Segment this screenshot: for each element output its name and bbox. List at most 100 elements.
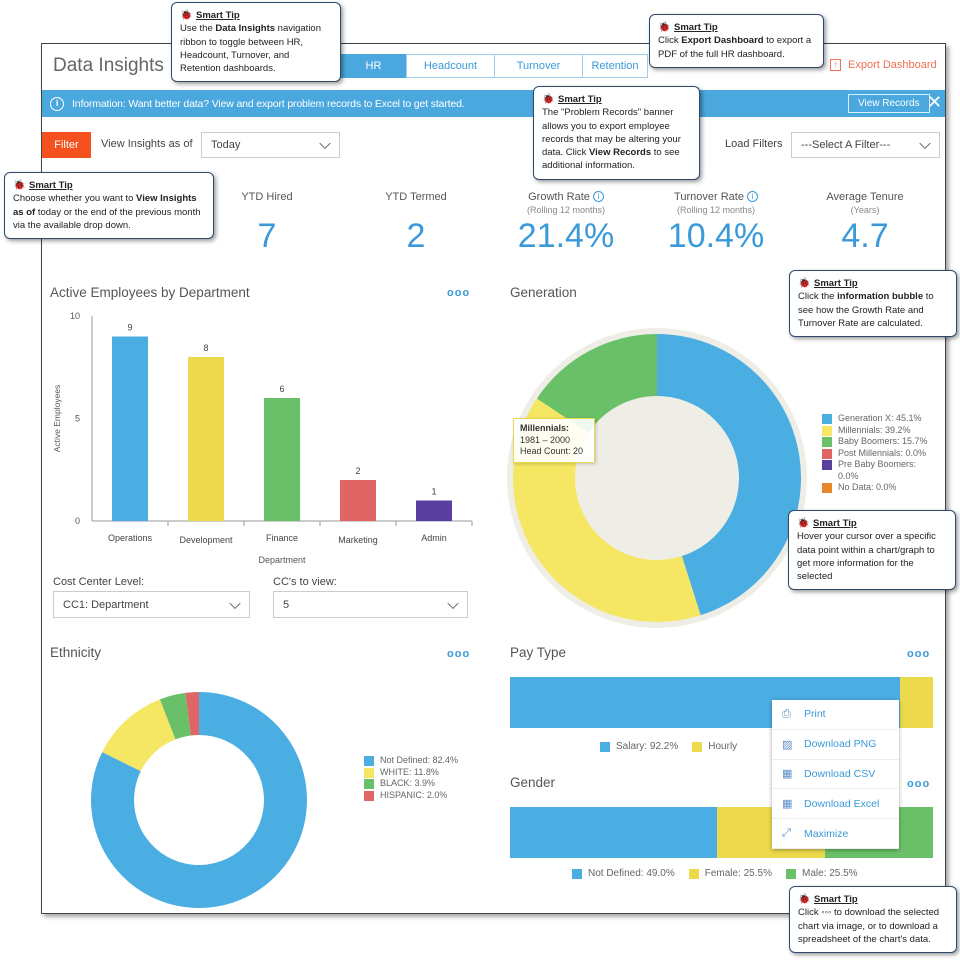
smart-tip: 🐞 Smart Tip Hover your cursor over a speci… (788, 510, 956, 591)
department-bar-chart: 0 5 10 Active Employees Department 9 Operation… (52, 311, 473, 565)
legend-item[interactable]: HISPANIC: 2.0% (364, 790, 474, 802)
bar-segment[interactable] (510, 807, 718, 858)
legend-item[interactable]: Hourly (692, 741, 737, 752)
smart-tip: 🐞 Smart Tip The "Problem Records" banner a… (533, 86, 700, 180)
legend-swatch (822, 437, 832, 447)
legend-swatch (822, 448, 832, 459)
kpi-sublabel: (Rolling 12 months) (676, 205, 756, 215)
gender-bar (510, 807, 933, 858)
menu-item-maximize[interactable]: ⤢ Maximize (772, 819, 899, 849)
bar-admin (416, 500, 452, 521)
cost-center-value: CC1: Department (63, 598, 149, 611)
legend-item[interactable]: WHITE: 11.8% (364, 767, 474, 779)
x-tick-label: Operations (108, 533, 153, 543)
more-options-icon[interactable]: ooo (907, 648, 931, 660)
filter-button[interactable]: Filter (42, 132, 91, 158)
legend-item[interactable]: Pre Baby Boomers: 0.0% (822, 459, 937, 482)
close-icon[interactable]: ✕ (927, 92, 942, 112)
kpi-label: YTD Termed (361, 191, 471, 203)
table-icon: ▦ (782, 768, 793, 781)
donut-slice (159, 692, 191, 740)
generation-title: Generation (510, 285, 577, 300)
chevron-down-icon (229, 597, 241, 609)
view-records-button[interactable]: View Records (848, 94, 930, 113)
more-options-icon[interactable]: ooo (447, 648, 471, 660)
legend-swatch (822, 460, 832, 470)
banner-text: Information: Want better data? View and … (72, 97, 465, 110)
legend-item[interactable]: Not Defined: 49.0% (572, 868, 675, 879)
legend-label: Male: 25.5% (801, 868, 858, 879)
kpi-label: Average Tenure (810, 191, 920, 203)
legend-item[interactable]: BLACK: 3.9% (364, 778, 474, 790)
bar-operations (112, 336, 148, 521)
smart-tip: 🐞 Smart Tip Choose whether you want to Vie… (4, 172, 214, 240)
bug-icon: 🐞 (798, 278, 811, 289)
tip-body: Hover your cursor over a specific data p… (797, 531, 936, 583)
legend-item[interactable]: Salary: 92.2% (600, 741, 678, 752)
load-filters-label: Load Filters (725, 138, 783, 150)
ccs-to-view-select[interactable]: 5 (273, 591, 468, 618)
legend-item[interactable]: Female: 25.5% (688, 868, 772, 879)
problem-records-banner: i Information: Want better data? View an… (42, 90, 945, 117)
gender-title: Gender (510, 775, 556, 790)
legend-item[interactable]: Post Millennials: 0.0% (822, 448, 937, 460)
bar-development (188, 357, 224, 521)
kpi-label: YTD Hired (212, 191, 322, 203)
generation-legend: Generation X: 45.1% Millennials: 39.2% Bab… (822, 413, 937, 494)
info-icon: i (50, 96, 64, 111)
bar-segment[interactable] (900, 677, 933, 728)
legend-label: Baby Boomers: 15.7% (838, 436, 928, 446)
load-filters-select[interactable]: ---Select A Filter--- (791, 132, 940, 158)
tab-turnover[interactable]: Turnover (494, 54, 583, 78)
tab-retention[interactable]: Retention (582, 54, 648, 78)
generation-donut-chart (507, 328, 807, 628)
legend-swatch (572, 868, 582, 879)
menu-item-download-png[interactable]: ▨ Download PNG (772, 730, 899, 760)
pay-type-legend: Salary: 92.2% Hourly (600, 741, 737, 752)
image-icon: ▨ (782, 738, 793, 751)
kpi-card: Growth Rate i (Rolling 12 months) 21.4% (511, 191, 621, 255)
menu-item-label: Maximize (804, 827, 849, 840)
view-insights-select[interactable]: Today (201, 132, 340, 158)
kpi-label-text: Turnover Rate (674, 191, 744, 203)
chevron-down-icon (919, 137, 931, 150)
legend-label: Pre Baby Boomers: 0.0% (838, 459, 917, 481)
more-options-icon[interactable]: ooo (447, 287, 471, 299)
x-tick-label: Marketing (338, 535, 378, 545)
info-bubble-icon[interactable]: i (592, 191, 604, 202)
donut-slice (185, 692, 199, 736)
pay-type-title: Pay Type (510, 645, 567, 660)
view-insights-label: View Insights as of (101, 138, 193, 150)
legend-item[interactable]: No Data: 0.0% (822, 482, 937, 494)
tab-headcount[interactable]: Headcount (406, 54, 495, 78)
kpi-card: Average Tenure (Years) 4.7 (810, 191, 920, 255)
legend-item[interactable]: Millennials: 39.2% (822, 425, 937, 437)
legend-swatch (364, 779, 374, 789)
legend-label: Not Defined: 82.4% (380, 755, 459, 765)
ethnicity-donut-chart (90, 692, 308, 908)
more-options-icon[interactable]: ooo (907, 778, 931, 790)
legend-item[interactable]: Male: 25.5% (785, 868, 858, 879)
bug-icon: 🐞 (542, 94, 555, 105)
legend-label: Millennials: 39.2% (838, 424, 911, 435)
legend-item[interactable]: Not Defined: 82.4% (364, 755, 474, 767)
legend-label: Post Millennials: 0.0% (838, 447, 927, 458)
legend-item[interactable]: Generation X: 45.1% (822, 413, 937, 425)
tab-hr[interactable]: HR (340, 54, 407, 78)
chart-tooltip: Millennials: 1981 – 2000 Head Count: 20 (513, 418, 595, 463)
legend-swatch (692, 741, 703, 752)
bug-icon: 🐞 (180, 10, 193, 21)
legend-label: Hourly (708, 741, 738, 752)
x-tick-label: Finance (266, 533, 298, 543)
export-dashboard-button[interactable]: ↑ Export Dashboard (830, 59, 937, 71)
info-bubble-icon[interactable]: i (746, 191, 758, 202)
menu-item-print[interactable]: ⎙ Print (772, 700, 899, 730)
menu-item-download-csv[interactable]: ▦ Download CSV (772, 760, 899, 790)
legend-label: Female: 25.5% (704, 868, 772, 879)
legend-item[interactable]: Baby Boomers: 15.7% (822, 436, 937, 448)
menu-item-download-excel[interactable]: ▦ Download Excel (772, 789, 899, 820)
gender-legend: Not Defined: 49.0% Female: 25.5% Male: 25.… (572, 868, 858, 879)
bar-data-label: 2 (355, 466, 360, 476)
cost-center-select[interactable]: CC1: Department (53, 591, 250, 618)
kpi-label-text: YTD Termed (385, 191, 447, 203)
